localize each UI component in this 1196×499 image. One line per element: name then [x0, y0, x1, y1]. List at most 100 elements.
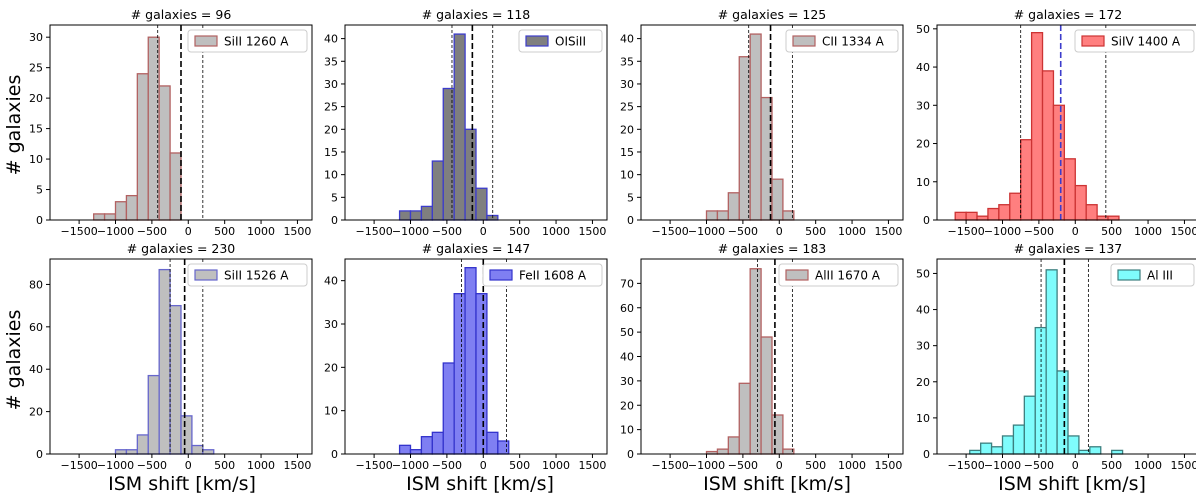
x-tick-label: 500	[509, 459, 530, 472]
legend-swatch	[1117, 269, 1141, 281]
y-tick-label: 0	[331, 214, 338, 227]
x-tick-label: 1000	[542, 459, 570, 472]
y-tick-label: 15	[29, 123, 43, 136]
x-axis-label-4: ISM shift [km/s]	[998, 473, 1146, 495]
y-tick-label: 20	[916, 376, 930, 389]
histogram-bar	[453, 293, 466, 455]
histogram-bar	[103, 213, 117, 221]
histogram-bar	[727, 436, 740, 455]
x-tick-label: 500	[214, 459, 235, 472]
y-tick-label: 5	[627, 191, 634, 204]
y-tick-label: 10	[29, 153, 43, 166]
histogram-bar	[1001, 435, 1015, 455]
histogram-bar	[1041, 70, 1055, 221]
x-tick-label: 500	[1101, 459, 1122, 472]
legend-label: AlII 1670 A	[815, 269, 881, 283]
histogram-bar	[398, 210, 412, 221]
x-tick-label: −1000	[97, 459, 134, 472]
legend-box	[482, 263, 603, 287]
y-tick-label: 0	[627, 448, 634, 461]
y-tick-label: 40	[324, 275, 338, 288]
y-tick-label: 20	[324, 361, 338, 374]
y-tick-label: 50	[620, 326, 634, 339]
panel-title: # galaxies = 230	[127, 241, 236, 256]
x-tick-label: −500	[728, 225, 758, 238]
histogram-bar	[969, 449, 982, 455]
panel-4: −1500 −1000 −500 0 500 1000 1500 0 10 20 30 40 50 # g…	[916, 7, 1196, 238]
x-axis-label-3: ISM shift [km/s]	[703, 473, 851, 495]
histogram-bar	[125, 194, 138, 221]
x-tick-label: 1500	[283, 459, 311, 472]
y-tick-label: 25	[620, 101, 634, 114]
x-tick-label: −1000	[392, 225, 429, 238]
histogram-bar	[431, 160, 444, 221]
x-tick-label: −1500	[652, 459, 689, 472]
histogram-bar	[202, 449, 215, 455]
y-tick-label: 10	[916, 176, 930, 189]
x-tick-label: −500	[432, 459, 462, 472]
y-tick-label: 60	[29, 321, 43, 334]
y-tick-label: 40	[620, 33, 634, 46]
y-tick-label: 30	[620, 78, 634, 91]
y-axis-label-top: # galaxies	[3, 75, 25, 176]
y-tick-label: 20	[620, 123, 634, 136]
histogram-bar	[976, 215, 989, 221]
x-tick-label: −1000	[392, 459, 429, 472]
legend-label: SiII 1526 A	[224, 269, 289, 283]
legend-label: CII 1334 A	[822, 35, 885, 49]
histogram-bar	[191, 444, 204, 455]
histogram-bar	[93, 213, 106, 221]
axes-frame	[344, 24, 608, 221]
y-tick-label: 5	[36, 184, 43, 197]
y-tick-label: 0	[331, 448, 338, 461]
histogram-bar	[954, 211, 967, 221]
x-axis-label-1: ISM shift [km/s]	[108, 473, 256, 495]
histogram-bar	[771, 414, 784, 455]
y-tick-label: 10	[916, 412, 930, 425]
x-tick-label: −1500	[61, 459, 98, 472]
y-tick-label: 50	[916, 267, 930, 280]
x-tick-label: 0	[480, 225, 487, 238]
y-tick-label: 20	[29, 406, 43, 419]
panel-title: # galaxies = 183	[718, 241, 827, 256]
x-tick-label: 0	[185, 459, 192, 472]
y-tick-label: 25	[29, 62, 43, 75]
y-tick-label: 50	[916, 23, 930, 36]
x-tick-label: 0	[776, 459, 783, 472]
histogram-bar	[398, 444, 412, 455]
x-tick-label: 1000	[247, 225, 275, 238]
x-tick-label: −500	[1024, 459, 1054, 472]
panel-title: # galaxies = 118	[422, 7, 531, 22]
x-tick-label: −500	[728, 459, 758, 472]
panel-5: −1500 −1000 −500 0 500 1000 1500 0 20 40 60 80 # gal…	[29, 241, 313, 472]
legend-box	[187, 29, 308, 53]
histogram-bar	[738, 382, 751, 455]
x-tick-label: 1500	[578, 459, 606, 472]
x-tick-label: 1000	[838, 225, 866, 238]
y-tick-label: 0	[36, 448, 43, 461]
x-tick-label: −1000	[688, 459, 725, 472]
x-tick-label: 500	[214, 225, 235, 238]
histogram-bar	[1107, 215, 1120, 221]
x-tick-label: 0	[185, 225, 192, 238]
x-tick-label: 500	[1101, 225, 1122, 238]
histogram-bar	[1056, 370, 1069, 455]
histogram-bar	[965, 211, 978, 221]
x-tick-label: 1000	[542, 225, 570, 238]
y-tick-label: 40	[324, 33, 338, 46]
y-tick-label: 20	[620, 399, 634, 412]
panel-title: # galaxies = 125	[718, 7, 827, 22]
histogram-bar	[475, 293, 488, 455]
legend-label: FeII 1608 A	[519, 269, 587, 283]
x-tick-label: 0	[480, 459, 487, 472]
legend-swatch	[785, 269, 809, 281]
y-axis-label-bottom: # galaxies	[3, 310, 25, 411]
axes-frame	[49, 258, 313, 455]
histogram-bar	[147, 374, 160, 455]
x-tick-label: 500	[805, 225, 826, 238]
y-tick-label: 0	[923, 214, 930, 227]
histogram-bar	[716, 210, 729, 221]
histogram-bar	[136, 73, 149, 221]
histogram-bar	[486, 431, 499, 455]
